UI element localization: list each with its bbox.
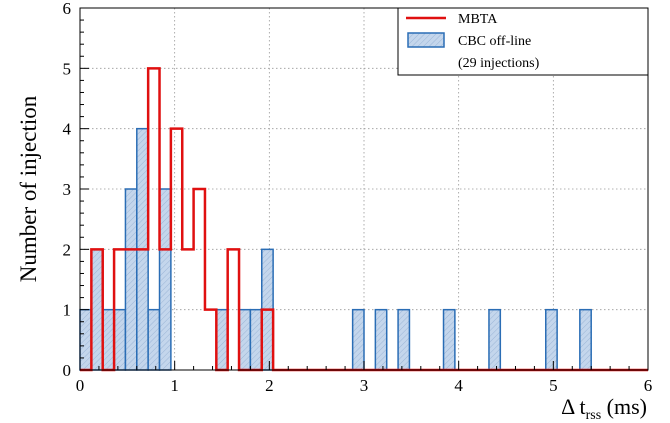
cbc-bar [147,308,161,371]
cbc-bar [215,308,229,371]
cbc-bar [101,308,115,371]
cbc-bar [397,308,411,371]
axes: 0 1 2 3 4 5 6 0 1 2 3 4 5 6 [63,0,653,395]
y-tick-label: 1 [63,301,72,320]
x-tick-label: 4 [454,376,463,395]
cbc-bar [124,188,138,371]
legend-cbc-count: (29 injections) [458,56,540,71]
cbc-bar [90,248,104,371]
legend: MBTA CBC off-line (29 injections) [397,7,649,76]
x-tick-label: 0 [76,376,85,395]
y-axis-label: Number of injection [16,95,41,282]
legend-cbc-swatch [407,32,445,48]
cbc-bar [545,308,558,371]
cbc-bar [158,188,172,371]
y-tick-label: 0 [63,361,72,380]
y-tick-label: 5 [63,59,72,78]
cbc-bar [79,308,93,371]
x-axis-label: Δ trss (ms) [561,394,647,423]
x-tick-label: 2 [265,376,274,395]
x-axis-label-subscript: rss [586,408,602,423]
y-tick-label: 2 [63,240,72,259]
cbc-bar [351,308,365,371]
x-tick-label: 5 [549,376,558,395]
cbc-bar [249,308,263,371]
x-tick-label: 6 [644,376,653,395]
x-tick-label: 1 [170,376,179,395]
x-axis-label-main: Δ t [561,394,586,419]
cbc-bar [579,308,592,371]
y-tick-label: 4 [63,120,72,139]
x-axis-label-unit-text: (ms) [607,394,647,419]
cbc-bar [374,308,388,371]
legend-cbc-label: CBC off-line [458,34,531,49]
y-tick-label: 6 [63,0,72,18]
cbc-bar [238,308,252,371]
y-tick-label: 3 [63,180,72,199]
cbc-bar [488,308,502,371]
cbc-bar [442,308,456,371]
cbc-bar [113,308,127,371]
legend-mbta-label: MBTA [458,12,498,27]
x-tick-label: 3 [360,376,369,395]
